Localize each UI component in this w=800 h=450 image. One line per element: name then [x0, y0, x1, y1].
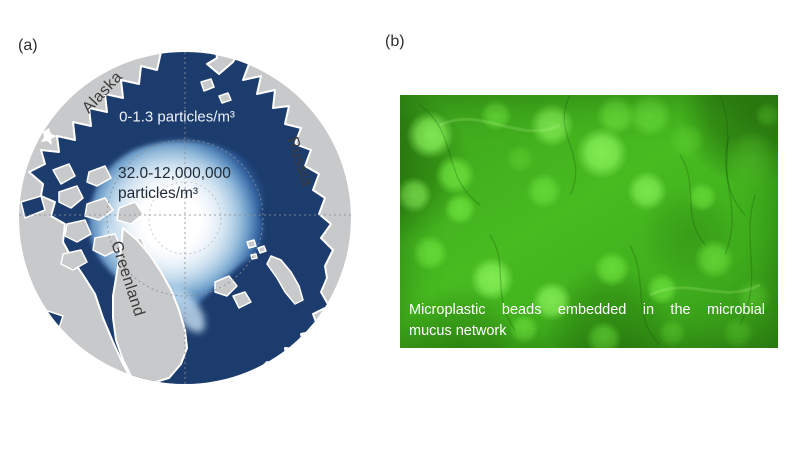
caption-line-1: Microplastic beads embedded in the micro…	[409, 301, 765, 318]
greenland-shape	[112, 227, 188, 384]
airplane-marker	[41, 128, 57, 145]
channel-patch	[42, 347, 72, 373]
barents-islands	[200, 78, 304, 309]
micrograph-caption: Microplastic beads embedded in the micro…	[409, 300, 765, 344]
annotation-high-concentration: 32.0-12,000,000 particles/m³	[118, 164, 231, 204]
annotation-low-concentration: 0-1.3 particles/m³	[119, 108, 235, 126]
annotation-high-line2: particles/m³	[118, 184, 199, 202]
panel-a-label: (a)	[18, 37, 38, 54]
caption-line-2: mucus network	[409, 323, 507, 340]
panel-a: (a)	[0, 0, 380, 450]
mucus-fiber-texture	[419, 95, 761, 346]
panel-b: (b) Microplastic be	[380, 0, 800, 450]
fram-strait-tongue	[169, 287, 205, 333]
fluorescence-micrograph: Microplastic beads embedded in the micro…	[400, 95, 778, 348]
annotation-high-line1: 32.0-12,000,000	[118, 165, 231, 182]
graticule	[19, 52, 351, 384]
arctic-concentration-map: Alaska Russia Greenland 0-1.3 particles/…	[19, 52, 351, 384]
panel-b-label: (b)	[385, 33, 405, 50]
arctic-map-graphic	[19, 52, 351, 384]
channel-patch	[20, 195, 46, 220]
